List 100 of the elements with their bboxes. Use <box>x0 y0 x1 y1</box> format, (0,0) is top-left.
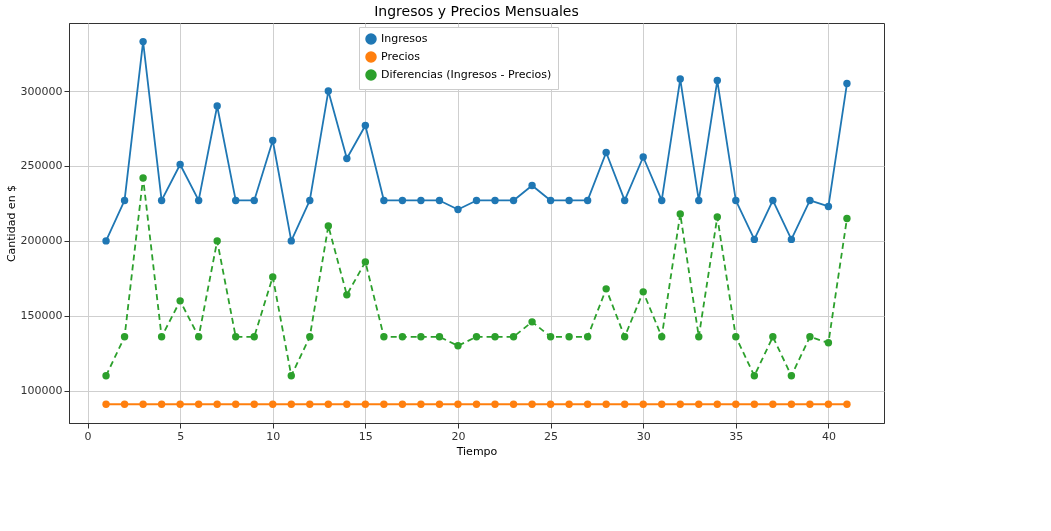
point <box>602 148 610 157</box>
point <box>269 273 277 281</box>
point <box>120 333 129 341</box>
point <box>658 400 666 408</box>
point <box>713 213 721 221</box>
point <box>435 400 444 408</box>
point <box>639 400 647 408</box>
point <box>583 333 592 341</box>
x-tick-label: 20 <box>451 429 466 443</box>
point <box>398 400 407 408</box>
legend-label: Precios <box>381 50 421 63</box>
point <box>324 222 333 230</box>
point <box>232 196 240 205</box>
x-tick-label: 15 <box>358 429 373 443</box>
point <box>658 196 666 205</box>
point <box>157 400 166 408</box>
point <box>454 342 462 350</box>
x-tick-label: 40 <box>821 429 836 443</box>
point <box>509 400 518 408</box>
point <box>843 79 851 88</box>
point <box>343 154 351 163</box>
point <box>269 136 277 145</box>
point <box>102 237 110 245</box>
point <box>546 196 555 205</box>
point <box>713 76 721 85</box>
point <box>435 196 444 205</box>
point <box>306 333 314 341</box>
point <box>361 258 370 266</box>
point <box>695 196 703 205</box>
x-tick-label: 35 <box>729 429 744 443</box>
legend-label: Ingresos <box>381 32 428 45</box>
point <box>843 214 851 223</box>
point <box>120 196 129 205</box>
point <box>343 400 351 408</box>
point <box>361 121 370 130</box>
point <box>565 196 573 205</box>
point <box>676 400 684 408</box>
point <box>287 237 295 245</box>
point <box>194 400 203 408</box>
point <box>120 400 129 408</box>
point <box>546 333 555 341</box>
point <box>676 75 684 83</box>
point <box>787 235 796 244</box>
point <box>546 400 555 408</box>
point <box>213 102 221 110</box>
point <box>157 196 166 205</box>
point <box>583 196 592 205</box>
point <box>213 237 221 245</box>
point <box>417 333 425 341</box>
y-tick-label: 250000 <box>20 159 63 173</box>
point <box>139 400 147 408</box>
point <box>806 400 814 408</box>
point <box>269 400 277 408</box>
point <box>417 196 425 205</box>
point <box>602 285 610 293</box>
point <box>639 288 647 296</box>
point <box>769 196 777 205</box>
point <box>287 372 295 380</box>
y-tick-label: 200000 <box>20 234 63 248</box>
point <box>509 333 518 341</box>
point <box>435 333 444 341</box>
point <box>361 400 370 408</box>
point <box>398 196 407 205</box>
point <box>713 400 721 408</box>
point <box>602 400 610 408</box>
point <box>658 333 666 341</box>
point <box>824 202 833 211</box>
point <box>750 372 759 380</box>
point <box>232 333 240 341</box>
point <box>380 400 388 408</box>
point <box>491 196 499 205</box>
point <box>824 400 833 408</box>
point <box>398 333 407 341</box>
point <box>676 210 684 218</box>
point <box>250 400 258 408</box>
point <box>620 333 629 341</box>
y-tick-label: 100000 <box>20 384 63 398</box>
point <box>491 333 499 341</box>
point <box>380 196 388 205</box>
point <box>843 400 851 408</box>
point <box>102 372 110 380</box>
point <box>806 333 814 341</box>
point <box>472 400 481 408</box>
point <box>639 153 647 161</box>
point <box>806 196 814 205</box>
point <box>380 333 388 341</box>
point <box>528 400 536 408</box>
point <box>565 400 573 408</box>
point <box>787 372 796 380</box>
point <box>324 87 333 95</box>
point <box>528 181 536 190</box>
point <box>620 196 629 205</box>
point <box>306 196 314 205</box>
point <box>194 333 203 341</box>
point <box>732 333 740 341</box>
point <box>824 339 833 347</box>
point <box>695 400 703 408</box>
point <box>139 174 147 182</box>
point <box>787 400 796 408</box>
y-tick-label: 150000 <box>20 309 63 323</box>
